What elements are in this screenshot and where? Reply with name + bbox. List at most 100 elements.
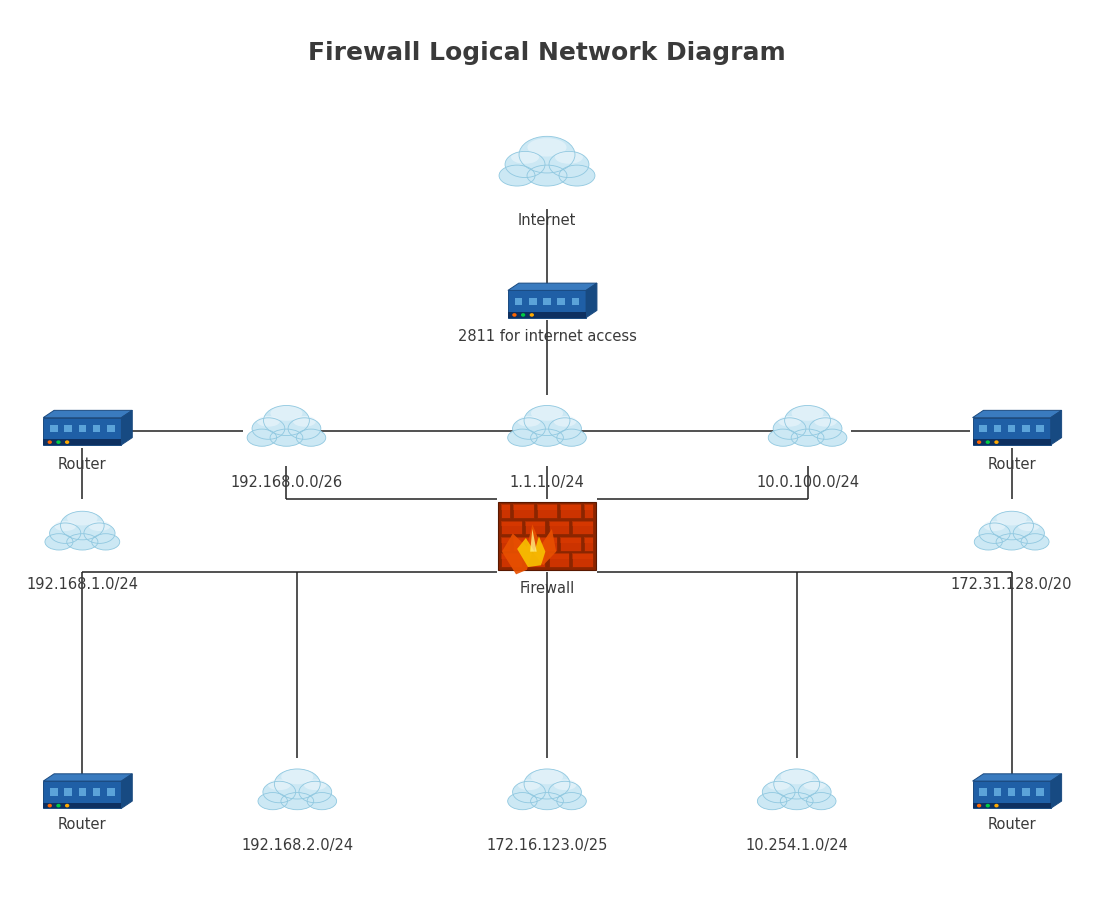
- Ellipse shape: [554, 416, 577, 426]
- Ellipse shape: [524, 769, 570, 799]
- Circle shape: [994, 440, 999, 444]
- Ellipse shape: [791, 429, 824, 447]
- Bar: [584, 504, 593, 510]
- Ellipse shape: [307, 792, 337, 810]
- Polygon shape: [121, 410, 132, 445]
- Ellipse shape: [810, 418, 842, 439]
- Text: Internet: Internet: [517, 213, 577, 228]
- Bar: [93, 789, 101, 796]
- Ellipse shape: [296, 429, 326, 447]
- Text: 192.168.1.0/24: 192.168.1.0/24: [26, 577, 138, 591]
- Ellipse shape: [817, 429, 847, 447]
- Ellipse shape: [559, 165, 595, 186]
- Bar: [514, 298, 522, 305]
- Bar: [1036, 789, 1044, 796]
- Ellipse shape: [780, 792, 813, 810]
- Bar: [525, 554, 546, 558]
- Bar: [501, 537, 510, 551]
- Bar: [107, 425, 115, 432]
- Bar: [548, 554, 569, 567]
- Circle shape: [529, 313, 534, 316]
- Ellipse shape: [527, 165, 567, 186]
- Bar: [501, 554, 522, 558]
- Ellipse shape: [1021, 534, 1049, 550]
- Bar: [560, 537, 581, 543]
- Ellipse shape: [268, 779, 291, 790]
- Ellipse shape: [247, 429, 277, 447]
- Bar: [560, 537, 581, 551]
- Ellipse shape: [531, 405, 563, 421]
- Text: Router: Router: [988, 457, 1036, 471]
- Ellipse shape: [281, 792, 314, 810]
- Text: 1.1.1.0/24: 1.1.1.0/24: [510, 475, 584, 490]
- Ellipse shape: [814, 416, 837, 426]
- Bar: [973, 803, 1050, 809]
- Ellipse shape: [505, 151, 545, 178]
- Bar: [513, 537, 534, 543]
- Ellipse shape: [92, 534, 119, 550]
- Ellipse shape: [508, 792, 537, 810]
- Text: 10.0.100.0/24: 10.0.100.0/24: [756, 475, 859, 490]
- Ellipse shape: [778, 416, 801, 426]
- Ellipse shape: [984, 521, 1005, 531]
- Ellipse shape: [67, 534, 98, 550]
- Ellipse shape: [531, 429, 563, 447]
- Bar: [572, 521, 593, 535]
- Bar: [572, 554, 593, 567]
- Bar: [525, 554, 546, 567]
- Bar: [513, 504, 534, 510]
- Ellipse shape: [513, 781, 546, 802]
- Bar: [572, 554, 593, 558]
- Ellipse shape: [67, 511, 97, 525]
- Polygon shape: [508, 283, 597, 291]
- Bar: [537, 504, 557, 510]
- Ellipse shape: [763, 781, 795, 802]
- Bar: [501, 537, 510, 543]
- Circle shape: [56, 804, 60, 808]
- Polygon shape: [973, 417, 1050, 445]
- Ellipse shape: [557, 429, 586, 447]
- Ellipse shape: [997, 511, 1027, 525]
- Ellipse shape: [60, 512, 104, 540]
- Bar: [1008, 425, 1015, 432]
- Bar: [528, 298, 536, 305]
- Ellipse shape: [252, 418, 284, 439]
- Ellipse shape: [45, 534, 73, 550]
- Ellipse shape: [768, 429, 798, 447]
- Ellipse shape: [293, 416, 316, 426]
- Circle shape: [994, 804, 999, 808]
- Bar: [65, 425, 72, 432]
- Bar: [1022, 789, 1029, 796]
- Polygon shape: [44, 781, 121, 809]
- Ellipse shape: [513, 418, 546, 439]
- Bar: [107, 789, 115, 796]
- Bar: [501, 521, 522, 526]
- Ellipse shape: [979, 523, 1010, 544]
- Bar: [1036, 425, 1044, 432]
- Bar: [50, 425, 58, 432]
- Ellipse shape: [519, 137, 575, 173]
- Ellipse shape: [555, 150, 583, 164]
- Bar: [508, 312, 586, 317]
- Circle shape: [48, 804, 51, 808]
- Ellipse shape: [791, 405, 824, 421]
- Bar: [501, 504, 510, 510]
- Circle shape: [512, 313, 516, 316]
- Bar: [548, 554, 569, 558]
- Bar: [973, 439, 1050, 445]
- Polygon shape: [44, 410, 132, 417]
- Polygon shape: [973, 410, 1061, 417]
- Circle shape: [986, 804, 990, 808]
- Ellipse shape: [1013, 523, 1045, 544]
- Bar: [501, 521, 522, 535]
- Ellipse shape: [299, 781, 331, 802]
- Polygon shape: [1050, 410, 1061, 445]
- Ellipse shape: [554, 779, 577, 790]
- Ellipse shape: [258, 792, 288, 810]
- Bar: [537, 504, 557, 518]
- Text: Router: Router: [58, 457, 106, 471]
- Bar: [572, 298, 580, 305]
- Ellipse shape: [517, 416, 540, 426]
- Ellipse shape: [531, 792, 563, 810]
- Circle shape: [977, 440, 981, 444]
